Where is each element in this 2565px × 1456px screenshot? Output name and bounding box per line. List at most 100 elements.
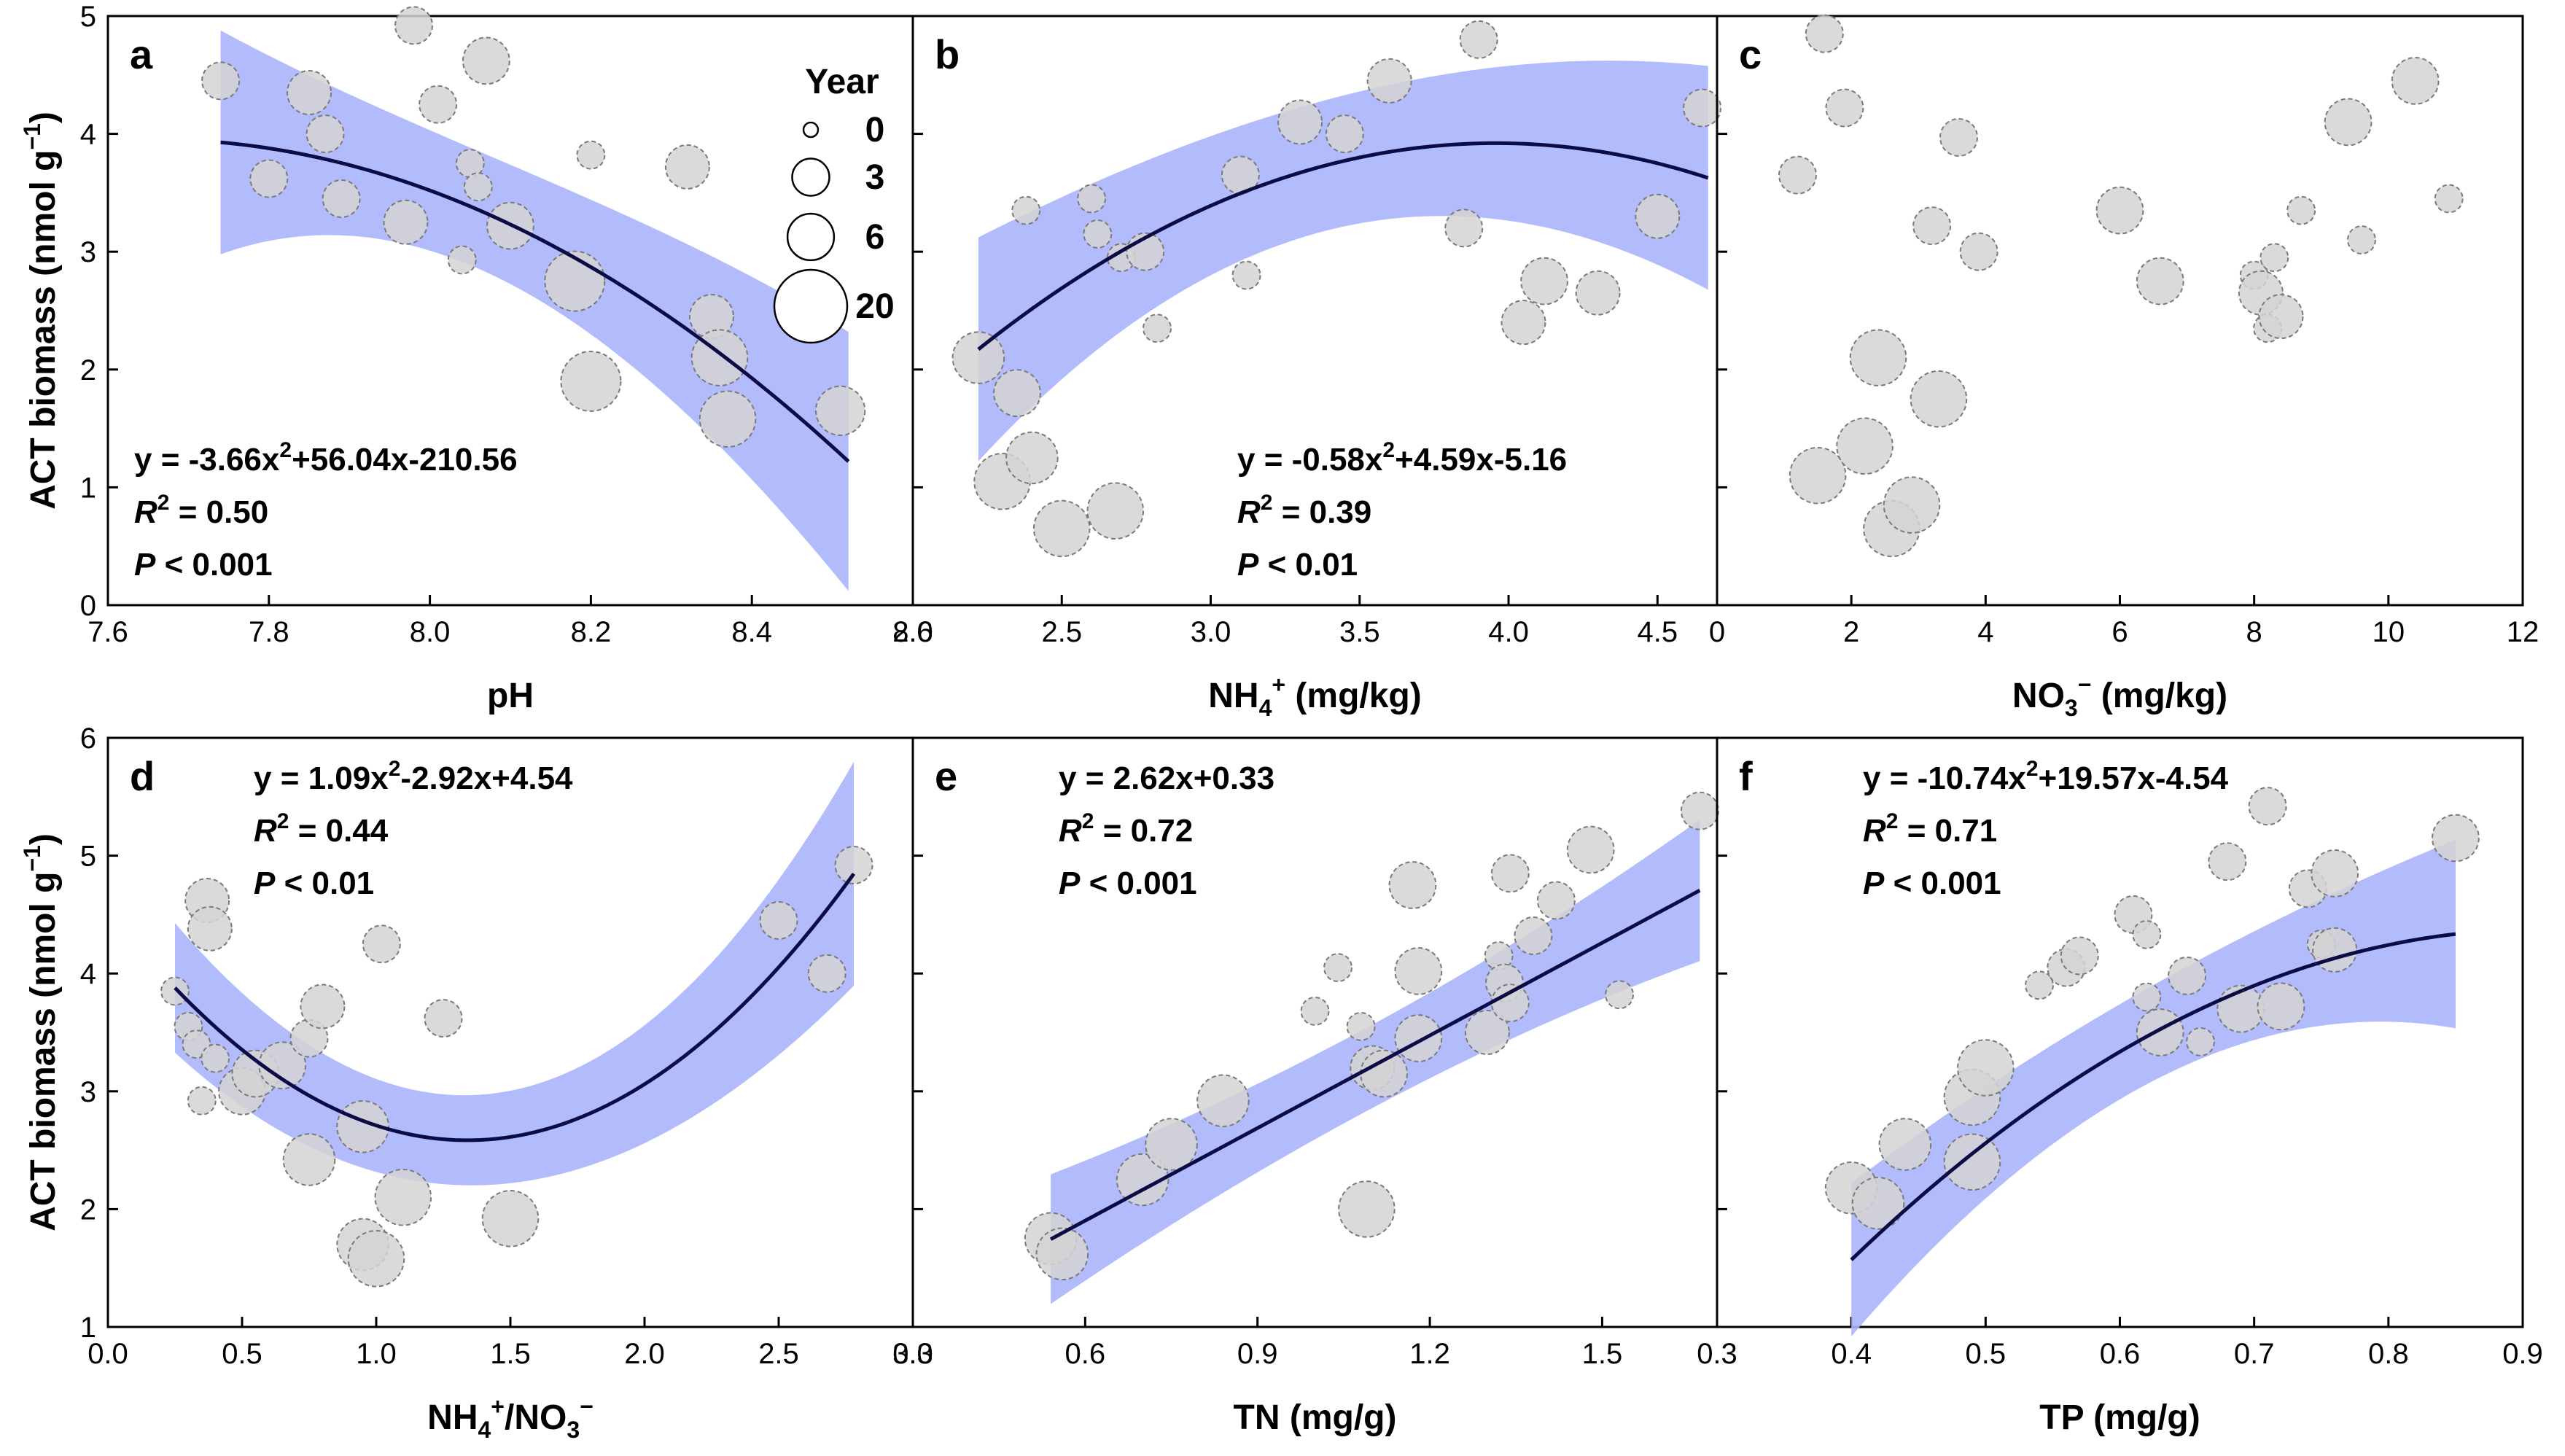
data-point	[2132, 919, 2162, 949]
text-span: TP (mg/g)	[2039, 1398, 2200, 1437]
data-point	[447, 245, 477, 275]
y-axis-label: ACT biomass (nmol g−1)	[19, 112, 63, 510]
text-span: < 0.01	[1258, 547, 1358, 583]
x-tick-label: 4	[1977, 616, 1993, 648]
data-point	[1490, 984, 1530, 1023]
p-value-text: P < 0.001	[134, 547, 273, 583]
data-point	[1366, 58, 1412, 104]
data-point	[258, 1041, 307, 1090]
data-point	[759, 900, 798, 940]
x-tick-label: 3.5	[1339, 616, 1380, 648]
data-point	[1883, 476, 1941, 534]
data-point	[201, 61, 241, 101]
x-tick-label: 2.0	[892, 616, 933, 648]
data-point	[1514, 916, 1553, 955]
panel-b: 2.0 2.5 3.0 3.5 4.0 4.5by = -0.58x2+4.59x-5.1…	[892, 15, 1722, 721]
data-point	[1943, 1133, 2001, 1191]
legend-circle	[791, 157, 830, 197]
data-point	[2132, 982, 2162, 1012]
data-point	[1459, 20, 1498, 59]
data-point	[1346, 1011, 1376, 1041]
text-span: −	[580, 1393, 593, 1420]
y-tick-label: 2	[80, 1194, 96, 1226]
data-point	[1566, 825, 1615, 874]
data-point	[1277, 99, 1323, 145]
p-value-text: P < 0.01	[1237, 547, 1358, 583]
text-span: y = -10.74x	[1863, 760, 2026, 796]
text-span: TN (mg/g)	[1234, 1398, 1397, 1437]
panel-c: 0 2 4 6 8 10 12 c NO3− (mg/kg)	[1709, 14, 2539, 721]
confidence-band	[1851, 839, 2456, 1336]
text-span: R	[254, 813, 277, 849]
text-span: = 0.44	[289, 813, 388, 849]
x-tick-label: 3.0	[1191, 616, 1231, 648]
data-point	[2286, 195, 2316, 225]
data-point	[1323, 953, 1352, 983]
data-point	[1300, 996, 1330, 1026]
data-point	[1825, 88, 1864, 128]
data-point	[322, 179, 361, 218]
data-point	[1575, 270, 1621, 316]
data-point	[1032, 499, 1091, 558]
y-tick-label: 3	[80, 1076, 96, 1108]
x-axis-label: TN (mg/g)	[1234, 1398, 1397, 1437]
legend-label: 6	[865, 218, 885, 257]
data-point	[1778, 155, 1817, 195]
panel-letter: b	[935, 31, 960, 77]
data-point	[1444, 209, 1484, 248]
data-point	[1959, 232, 1998, 271]
r2-text: R2 = 0.72	[1059, 809, 1193, 849]
legend-circle	[802, 121, 820, 139]
x-tick-label: 0.5	[1966, 1338, 2007, 1370]
x-tick-label: 0.6	[2100, 1338, 2141, 1370]
p-value-text: P < 0.001	[1059, 865, 1197, 901]
text-span: 2	[157, 491, 170, 515]
data-point	[2136, 257, 2184, 305]
data-point	[1221, 155, 1260, 195]
data-point	[160, 976, 190, 1006]
x-tick-label: 2.0	[624, 1338, 665, 1370]
data-point	[424, 999, 463, 1038]
text-span: P	[1059, 865, 1081, 901]
text-span: 2	[2026, 757, 2039, 781]
r2-text: R2 = 0.71	[1863, 809, 1997, 849]
panel-letter: e	[935, 753, 957, 799]
text-span: = 0.39	[1272, 494, 1371, 530]
data-point	[1005, 431, 1059, 485]
data-point	[2312, 927, 2358, 973]
x-tick-label: 0.3	[1697, 1338, 1737, 1370]
data-point	[1231, 260, 1261, 290]
data-point	[2025, 970, 2054, 1000]
panel-letter: f	[1739, 753, 1753, 799]
text-span: 4	[478, 1417, 491, 1443]
y-tick-label: 1	[80, 472, 96, 504]
text-span: y = 1.09x	[254, 760, 389, 796]
legend-circle	[773, 268, 849, 344]
data-point	[1836, 417, 1893, 475]
data-point	[1196, 1074, 1250, 1128]
x-tick-label: 1.2	[1409, 1338, 1450, 1370]
x-tick-label: 8.0	[410, 616, 451, 648]
x-tick-label: 7.8	[249, 616, 289, 648]
text-span: +	[491, 1393, 505, 1420]
p-value-text: P < 0.01	[254, 865, 374, 901]
data-point	[1035, 1227, 1089, 1281]
legend-title: Year	[805, 63, 879, 101]
data-point	[1683, 88, 1722, 128]
text-span: 2	[1082, 809, 1094, 833]
y-axis-label: ACT biomass (nmol g−1)	[19, 833, 63, 1231]
text-span: +4.59x-5.16	[1395, 442, 1567, 478]
equation-text: y = 1.09x2-2.92x+4.54	[254, 757, 573, 796]
data-point	[419, 85, 458, 124]
equation-text: y = -3.66x2+56.04x-210.56	[134, 438, 518, 478]
equation-text: y = -0.58x2+4.59x-5.16	[1237, 438, 1567, 478]
text-span: )	[24, 833, 63, 845]
data-point	[2248, 787, 2287, 826]
text-span: NH	[1208, 677, 1258, 715]
confidence-band	[220, 30, 849, 591]
text-span: = 0.72	[1094, 813, 1193, 849]
r2-text: R2 = 0.44	[254, 809, 389, 849]
equation-text: y = 2.62x+0.33	[1059, 760, 1274, 796]
y-tick-label: 1	[80, 1312, 96, 1344]
data-point	[951, 331, 1005, 384]
